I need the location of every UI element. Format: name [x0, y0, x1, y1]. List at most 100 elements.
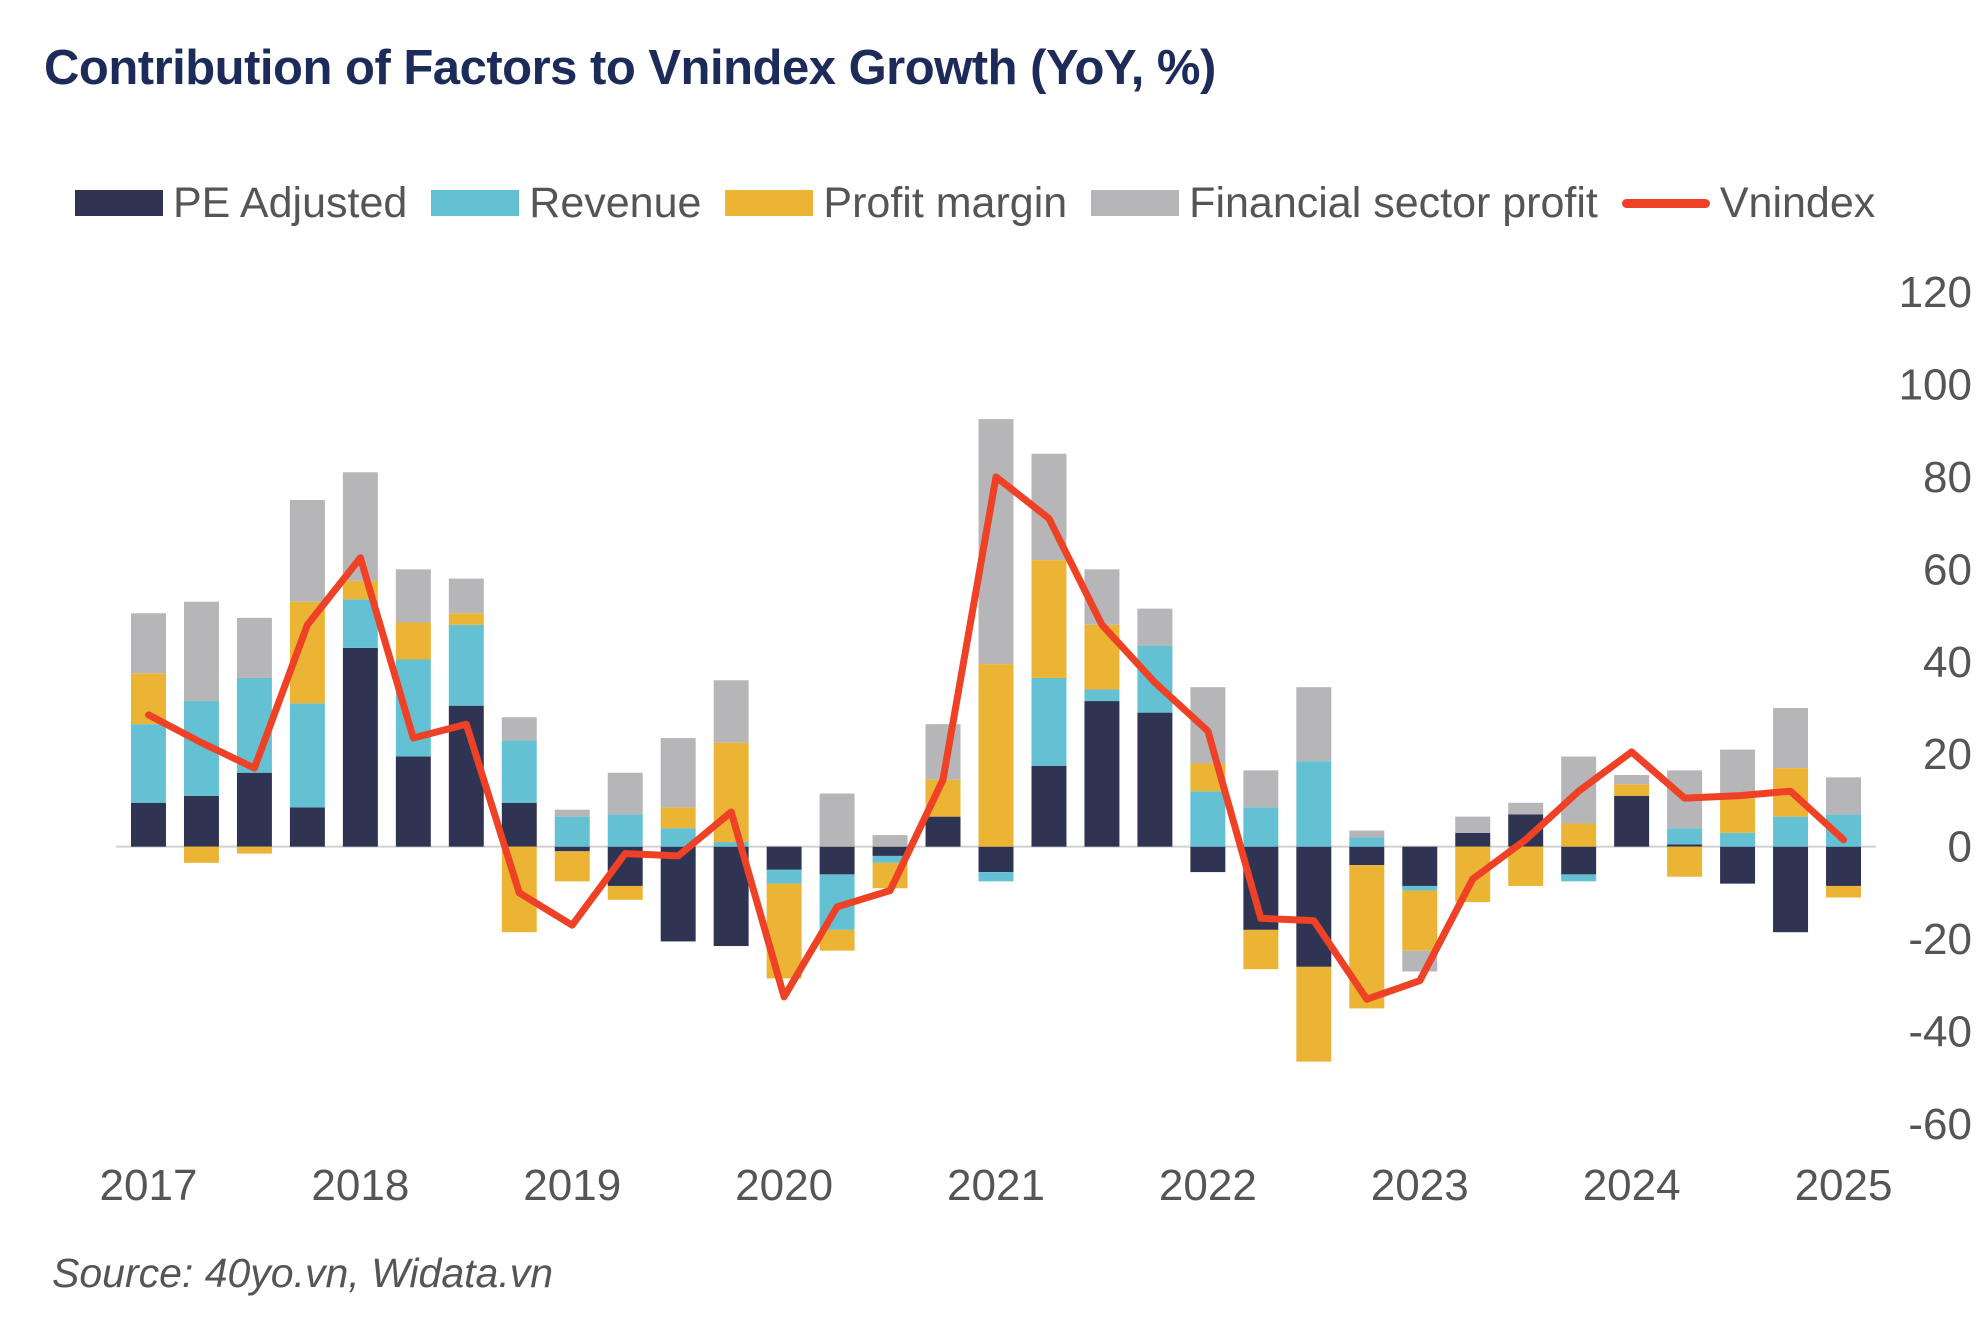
bar-financial-sector-profit-19: [1137, 608, 1173, 646]
bar-financial-sector-profit-30: [1720, 749, 1756, 799]
legend-swatch-pe-adjusted: [75, 190, 163, 216]
bar-financial-sector-profit-22: [1296, 687, 1332, 762]
y-tick-label-neg40: -40: [1908, 1008, 1972, 1057]
bar-revenue-20: [1190, 791, 1226, 847]
bar-profit-margin-30: [1720, 798, 1756, 833]
bar-revenue-8: [554, 816, 590, 847]
legend-label-vnindex: Vnindex: [1719, 178, 1876, 227]
bar-profit-margin-1: [183, 846, 219, 863]
bar-revenue-27: [1561, 874, 1597, 882]
bar-profit-margin-17: [1031, 560, 1067, 678]
bar-financial-sector-profit-25: [1455, 816, 1491, 833]
bar-revenue-2: [236, 677, 272, 773]
bar-pe-adjusted-14: [872, 846, 908, 856]
legend-item-vnindex: Vnindex: [1621, 178, 1876, 228]
bar-profit-margin-9: [607, 885, 643, 900]
legend-label-profit-margin: Profit margin: [823, 178, 1068, 227]
bar-profit-margin-16: [978, 664, 1014, 847]
bar-financial-sector-profit-14: [872, 835, 908, 847]
bar-pe-adjusted-24: [1402, 846, 1438, 886]
legend-item-financial-sector-profit: Financial sector profit: [1091, 179, 1598, 228]
bar-pe-adjusted-25: [1455, 832, 1491, 847]
bar-financial-sector-profit-1: [183, 601, 219, 702]
bar-revenue-22: [1296, 761, 1332, 847]
x-tick-label-2020: 2020: [735, 1161, 833, 1210]
bar-pe-adjusted-5: [395, 756, 431, 847]
bar-financial-sector-profit-10: [660, 738, 696, 808]
bar-revenue-16: [978, 872, 1014, 882]
bar-profit-margin-6: [448, 613, 484, 625]
y-tick-label-0: 0: [1948, 823, 1972, 872]
legend-swatch-revenue: [431, 190, 520, 216]
bar-pe-adjusted-29: [1667, 844, 1703, 847]
bar-revenue-0: [131, 724, 166, 803]
line-vnindex: [145, 473, 1847, 1003]
bar-pe-adjusted-23: [1349, 846, 1385, 866]
bar-pe-adjusted-1: [183, 795, 219, 847]
bar-pe-adjusted-18: [1084, 701, 1120, 847]
legend-swatch-vnindex: [1621, 198, 1710, 208]
chart-title: Contribution of Factors to Vnindex Growt…: [44, 41, 1216, 95]
bar-financial-sector-profit-5: [395, 569, 431, 623]
bar-pe-adjusted-12: [766, 846, 802, 870]
legend-label-pe-adjusted: PE Adjusted: [173, 178, 408, 227]
bar-profit-margin-11: [713, 742, 749, 843]
legend-swatch-financial-sector-profit: [1091, 190, 1180, 216]
bar-revenue-18: [1084, 689, 1120, 702]
bar-pe-adjusted-22: [1296, 846, 1332, 967]
bar-profit-margin-21: [1243, 929, 1279, 970]
y-tick-label-80: 80: [1923, 453, 1972, 502]
bar-pe-adjusted-27: [1561, 846, 1597, 875]
bar-pe-adjusted-3: [289, 807, 325, 847]
bar-financial-sector-profit-13: [819, 793, 855, 847]
bar-pe-adjusted-15: [925, 816, 961, 847]
legend-item-revenue: Revenue: [431, 179, 701, 228]
bar-revenue-23: [1349, 837, 1385, 847]
y-tick-label-40: 40: [1923, 638, 1972, 687]
bar-pe-adjusted-2: [236, 772, 272, 847]
bar-financial-sector-profit-6: [448, 578, 484, 614]
bar-financial-sector-profit-21: [1243, 770, 1279, 808]
bar-profit-margin-25: [1455, 846, 1491, 903]
x-tick-label-2023: 2023: [1371, 1161, 1469, 1210]
bar-pe-adjusted-19: [1137, 712, 1173, 847]
legend-item-pe-adjusted: PE Adjusted: [75, 179, 407, 228]
x-tick-label-2021: 2021: [947, 1161, 1045, 1210]
bar-financial-sector-profit-26: [1508, 802, 1544, 815]
bar-profit-margin-26: [1508, 846, 1544, 886]
bar-pe-adjusted-20: [1190, 846, 1226, 873]
y-tick-label-neg60: -60: [1908, 1100, 1972, 1149]
bar-profit-margin-2: [236, 846, 272, 854]
bar-revenue-6: [448, 624, 484, 706]
bar-financial-sector-profit-2: [236, 617, 272, 678]
x-tick-label-2022: 2022: [1159, 1161, 1257, 1210]
bar-profit-margin-5: [395, 622, 431, 660]
bar-financial-sector-profit-32: [1826, 777, 1861, 815]
bar-profit-margin-28: [1614, 784, 1650, 796]
bar-profit-margin-29: [1667, 846, 1703, 877]
bar-pe-adjusted-28: [1614, 795, 1650, 847]
bar-revenue-12: [766, 869, 802, 884]
bar-revenue-14: [872, 855, 908, 863]
bar-financial-sector-profit-3: [289, 500, 325, 602]
bar-revenue-29: [1667, 828, 1703, 845]
x-tick-label-2024: 2024: [1583, 1161, 1681, 1210]
bar-profit-margin-32: [1826, 885, 1861, 898]
bar-pe-adjusted-17: [1031, 765, 1067, 847]
bar-revenue-11: [713, 842, 749, 847]
x-tick-label-2018: 2018: [311, 1161, 409, 1210]
bar-profit-margin-8: [554, 851, 590, 882]
bar-pe-adjusted-8: [554, 846, 590, 852]
bar-financial-sector-profit-8: [554, 809, 590, 817]
bar-revenue-9: [607, 814, 643, 847]
bar-pe-adjusted-30: [1720, 846, 1756, 884]
x-tick-label-2025: 2025: [1795, 1161, 1893, 1210]
bar-pe-adjusted-4: [342, 647, 378, 847]
bar-revenue-31: [1773, 816, 1809, 847]
bar-financial-sector-profit-23: [1349, 830, 1385, 838]
y-tick-label-60: 60: [1923, 545, 1972, 594]
y-tick-label-120: 120: [1899, 268, 1972, 317]
bar-revenue-17: [1031, 677, 1067, 766]
bar-pe-adjusted-31: [1773, 846, 1809, 933]
